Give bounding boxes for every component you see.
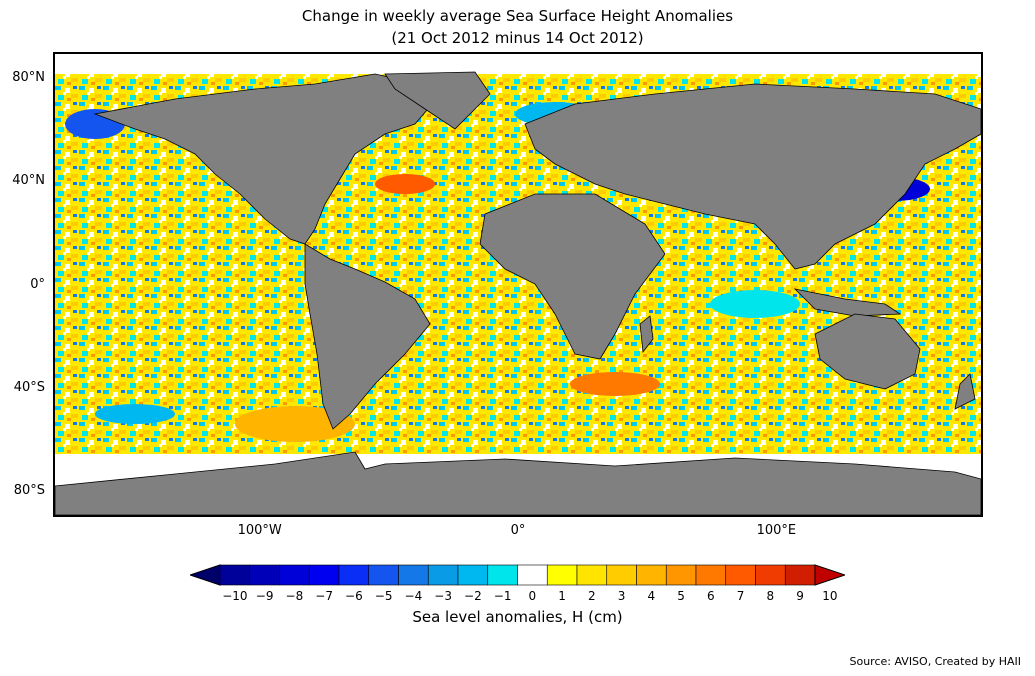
antarctica — [55, 451, 981, 515]
colorbar-tick-label: −4 — [404, 589, 423, 603]
anomaly-blob — [95, 404, 175, 424]
colorbar-swatch — [338, 564, 370, 586]
arctic-no-data — [55, 54, 981, 74]
colorbar-swatch — [219, 564, 251, 586]
colorbar-swatch — [755, 564, 786, 586]
colorbar-swatch — [725, 564, 756, 586]
colorbar-swatch — [606, 564, 637, 586]
lon-tick-label: 100°E — [756, 523, 797, 538]
colorbar — [190, 564, 845, 586]
colorbar-tick-label: 1 — [558, 589, 566, 603]
colorbar-tick-label: −9 — [255, 589, 274, 603]
colorbar-tick-label: −6 — [345, 589, 363, 603]
lon-tick-label: 0° — [510, 523, 526, 538]
colorbar-tick-label: 3 — [617, 589, 626, 603]
anomaly-blob — [375, 174, 435, 194]
colorbar-tick-label: −10 — [222, 589, 248, 603]
colorbar-tick-label: 5 — [677, 589, 685, 603]
colorbar-tick-label: 2 — [588, 589, 596, 603]
colorbar-tick-label: 10 — [822, 589, 838, 603]
south-america — [304, 243, 431, 430]
colorbar-tick-label: −8 — [285, 589, 304, 603]
anomaly-blob — [570, 372, 660, 396]
chart-title: Change in weekly average Sea Surface Hei… — [301, 7, 734, 25]
colorbar-swatch — [279, 564, 310, 586]
colorbar-swatch — [368, 564, 399, 586]
north-america — [93, 73, 446, 245]
colorbar-tick-label: 9 — [796, 589, 804, 603]
lat-tick-label: 40°S — [13, 379, 45, 395]
colorbar-swatch — [784, 564, 816, 586]
colorbar-swatch — [457, 564, 489, 586]
lon-tick-label: 100°W — [237, 523, 282, 538]
eurasia — [524, 83, 981, 270]
map-plot-area — [53, 52, 983, 517]
land-masses — [55, 71, 981, 515]
colorbar-swatch — [398, 564, 429, 586]
colorbar-swatch — [665, 564, 697, 586]
colorbar-tick-label: 7 — [736, 589, 745, 603]
colorbar-extend-min — [190, 564, 221, 586]
colorbar-swatch — [695, 564, 727, 586]
anomaly-blob — [235, 406, 355, 442]
colorbar-swatch — [308, 564, 340, 586]
lat-tick-label: 40°N — [12, 173, 45, 189]
lat-tick-label: 80°N — [12, 69, 45, 85]
indonesia — [793, 288, 902, 317]
source-credit: Source: AVISO, Created by HAII — [849, 655, 1021, 668]
greenland — [384, 71, 491, 130]
colorbar-tick-label: −1 — [493, 589, 512, 603]
colorbar-tick-label: −5 — [374, 589, 393, 603]
colorbar-label: Sea level anomalies, H (cm) — [412, 608, 623, 626]
colorbar-swatch — [427, 564, 459, 586]
colorbar-swatch — [576, 564, 608, 586]
colorbar-tick-label: −2 — [464, 589, 482, 603]
new-zealand — [954, 373, 976, 410]
colorbar-swatch — [487, 564, 518, 586]
colorbar-extend-max — [814, 564, 845, 586]
colorbar-tick-label: −3 — [434, 589, 452, 603]
world-map — [55, 54, 981, 515]
lat-tick-label: 0° — [30, 276, 45, 292]
africa — [479, 193, 666, 360]
colorbar-tick-label: −7 — [315, 589, 333, 603]
colorbar-swatch — [636, 564, 667, 586]
colorbar-swatch — [517, 564, 548, 586]
colorbar-tick-label: 4 — [647, 589, 656, 603]
colorbar-tick-label: 8 — [766, 589, 775, 603]
colorbar-tick-label: 6 — [707, 589, 715, 603]
anomaly-blob — [710, 290, 800, 318]
colorbar-swatch — [546, 564, 578, 586]
madagascar — [639, 315, 654, 354]
colorbar-tick-label: 0 — [528, 589, 537, 603]
lat-tick-label: 80°S — [13, 483, 45, 499]
australia — [814, 313, 921, 390]
chart-subtitle: (21 Oct 2012 minus 14 Oct 2012) — [391, 29, 644, 47]
colorbar-swatch — [249, 564, 280, 586]
